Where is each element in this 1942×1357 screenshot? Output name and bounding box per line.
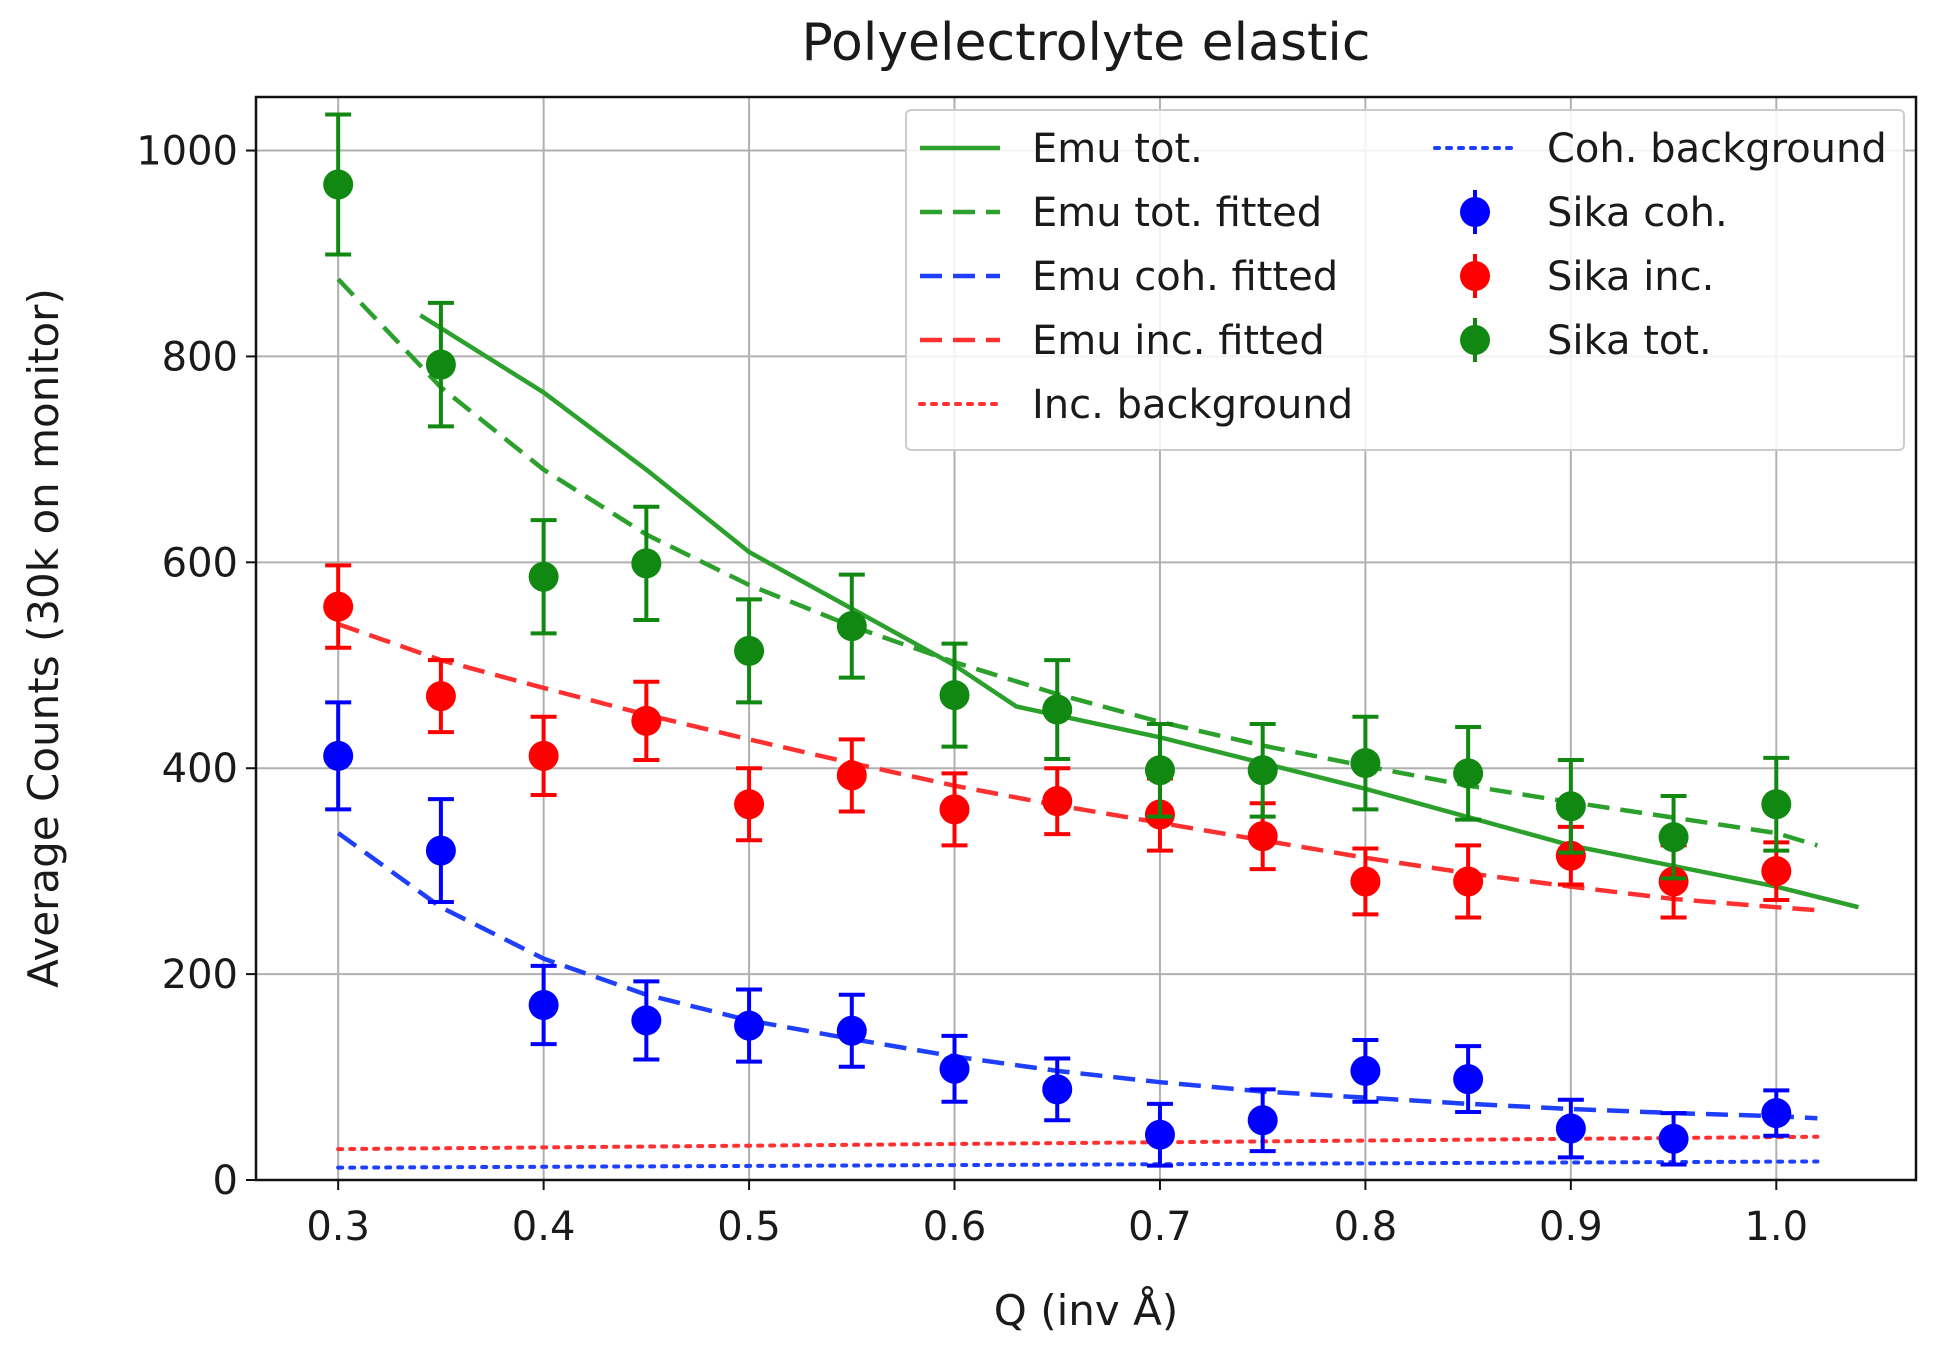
data-point (734, 789, 765, 820)
data-point (836, 611, 867, 642)
x-tick-label: 0.8 (1334, 1204, 1398, 1250)
data-point (631, 548, 662, 579)
data-point (1247, 1105, 1278, 1136)
data-point (1144, 1119, 1175, 1150)
x-tick-label: 0.5 (717, 1204, 781, 1250)
legend-entry-emu-tot-fitted: Emu tot. fitted (920, 190, 1322, 236)
y-tick-label: 400 (162, 746, 238, 792)
sika-coh-series (323, 700, 1792, 1168)
legend-entry-sika-inc: Sika inc. (1460, 254, 1714, 300)
data-point (1247, 755, 1278, 786)
data-point (939, 1053, 970, 1084)
data-point (939, 794, 970, 825)
data-point (1144, 755, 1175, 786)
legend-entry-sika-coh: Sika coh. (1460, 190, 1728, 236)
legend-label: Inc. background (1032, 382, 1353, 428)
data-point (836, 760, 867, 791)
data-point (1658, 1123, 1689, 1154)
data-point (425, 681, 456, 712)
data-point (1555, 791, 1586, 822)
y-tick-label: 0 (213, 1158, 238, 1204)
y-tick-label: 1000 (136, 129, 238, 175)
data-point (1350, 748, 1381, 779)
data-point (528, 989, 559, 1020)
legend-swatch (1460, 325, 1490, 355)
legend-label: Sika coh. (1547, 190, 1728, 236)
data-point (836, 1015, 867, 1046)
x-axis-label: Q (inv Å) (994, 1285, 1178, 1335)
legend-label: Emu inc. fitted (1032, 318, 1325, 364)
y-tick-label: 200 (162, 952, 238, 998)
data-point (631, 705, 662, 736)
plot-frame (254, 95, 1918, 1182)
data-point (631, 1005, 662, 1036)
data-point (425, 349, 456, 380)
x-tick-label: 0.7 (1128, 1204, 1192, 1250)
y-tick-label: 600 (162, 540, 238, 586)
legend-label: Sika tot. (1547, 318, 1712, 364)
x-tick-label: 0.9 (1539, 1204, 1603, 1250)
data-point (1761, 789, 1792, 820)
data-point (1042, 1074, 1073, 1105)
x-tick-label: 0.4 (512, 1204, 576, 1250)
sika-inc-series (323, 563, 1792, 920)
x-tick-label: 1.0 (1744, 1204, 1808, 1250)
data-point (939, 680, 970, 711)
data-point (1658, 866, 1689, 897)
y-axis-ticks: 0 200 400 600 800 1000 (136, 129, 256, 1204)
data-markers (323, 112, 1792, 1168)
legend: Emu tot. Emu tot. fitted Emu coh. fitted Em… (905, 109, 1905, 451)
legend-entry-coh-background: Coh. background (1433, 126, 1887, 172)
emu-tot-fitted-line (336, 277, 1819, 848)
legend-label: Emu coh. fitted (1032, 254, 1338, 300)
legend-entry-sika-tot: Sika tot. (1460, 318, 1712, 364)
data-point (734, 635, 765, 666)
data-point (1042, 694, 1073, 725)
model-lines (336, 277, 1860, 1170)
legend-swatch (1460, 261, 1490, 291)
data-point (1658, 822, 1689, 853)
data-point (528, 740, 559, 771)
data-point (1247, 821, 1278, 852)
data-point (1761, 856, 1792, 887)
data-point (1042, 786, 1073, 817)
x-tick-label: 0.6 (923, 1204, 987, 1250)
data-point (425, 835, 456, 866)
x-axis-ticks: 0.3 0.4 0.5 0.6 0.7 0.8 0.9 1.0 (306, 1180, 1808, 1250)
legend-box (905, 109, 1905, 451)
data-point (1350, 866, 1381, 897)
data-point (323, 591, 354, 622)
data-point (1453, 758, 1484, 789)
legend-label: Emu tot. (1032, 126, 1203, 172)
data-point (1555, 840, 1586, 871)
legend-label: Coh. background (1547, 126, 1887, 172)
legend-swatch (1460, 197, 1490, 227)
emu-tot-line (419, 313, 1860, 910)
legend-entry-inc-background: Inc. background (918, 382, 1353, 428)
data-point (1555, 1113, 1586, 1144)
chart-title: Polyelectrolyte elastic (802, 13, 1371, 73)
sika-tot-series (323, 112, 1792, 881)
data-point (1453, 866, 1484, 897)
legend-entry-emu-inc-fitted: Emu inc. fitted (920, 318, 1325, 364)
emu-coh-fitted-line (336, 831, 1818, 1121)
y-tick-label: 800 (162, 334, 238, 380)
data-point (323, 169, 354, 200)
data-point (1453, 1064, 1484, 1095)
x-tick-label: 0.3 (306, 1204, 370, 1250)
legend-entry-emu-tot: Emu tot. (920, 126, 1203, 172)
legend-entry-emu-coh-fitted: Emu coh. fitted (920, 254, 1338, 300)
legend-label: Sika inc. (1547, 254, 1714, 300)
data-point (1350, 1055, 1381, 1086)
data-point (734, 1010, 765, 1041)
legend-label: Emu tot. fitted (1032, 190, 1322, 236)
emu-inc-fitted-line (337, 621, 1818, 913)
data-point (323, 740, 354, 771)
data-point (528, 561, 559, 592)
data-point (1761, 1098, 1792, 1129)
y-axis-label: Average Counts (30k on monitor) (19, 288, 68, 988)
